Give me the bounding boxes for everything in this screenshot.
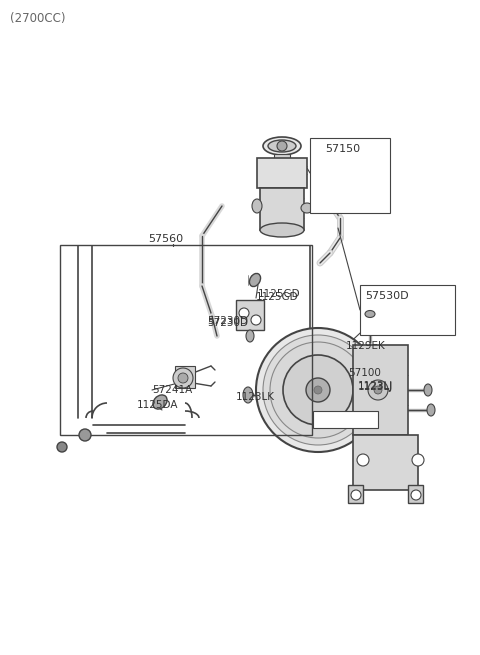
Text: 1129EK: 1129EK (346, 341, 386, 351)
Bar (408, 485, 423, 503)
Circle shape (251, 315, 261, 325)
Bar (348, 485, 363, 503)
Circle shape (357, 454, 369, 466)
Ellipse shape (365, 310, 375, 318)
Ellipse shape (260, 223, 304, 237)
Text: 1125GD: 1125GD (258, 289, 300, 299)
Text: 57100: 57100 (348, 368, 381, 378)
Ellipse shape (268, 140, 296, 152)
Circle shape (256, 328, 380, 452)
Text: 57230D: 57230D (207, 316, 248, 326)
Bar (353, 345, 408, 435)
Text: 1123LK: 1123LK (236, 392, 275, 402)
Bar (257, 158, 307, 188)
Ellipse shape (246, 330, 254, 342)
Bar (260, 188, 304, 230)
Text: 57241A: 57241A (152, 385, 192, 395)
Ellipse shape (243, 387, 253, 403)
Bar (274, 154, 290, 162)
Circle shape (374, 386, 382, 394)
Circle shape (263, 335, 373, 445)
Ellipse shape (153, 395, 167, 409)
Ellipse shape (301, 203, 313, 213)
Circle shape (178, 373, 188, 383)
Text: 1125GD: 1125GD (256, 292, 299, 302)
Ellipse shape (252, 199, 262, 213)
Circle shape (314, 386, 322, 394)
Ellipse shape (263, 137, 301, 155)
Circle shape (277, 141, 287, 151)
Circle shape (57, 442, 67, 452)
Text: 57530D: 57530D (365, 291, 408, 301)
Circle shape (368, 380, 388, 400)
Bar (313, 411, 378, 428)
Circle shape (239, 308, 249, 318)
Circle shape (283, 355, 353, 425)
Text: 57230D: 57230D (207, 318, 248, 328)
Bar (60, 245, 312, 435)
Circle shape (351, 490, 361, 500)
Ellipse shape (424, 384, 432, 396)
Text: (2700CC): (2700CC) (10, 12, 65, 25)
Circle shape (306, 378, 330, 402)
Text: 57560: 57560 (148, 234, 183, 244)
Bar (310, 138, 390, 213)
Circle shape (173, 368, 193, 388)
Text: 57225C: 57225C (318, 416, 359, 426)
Text: 57150: 57150 (325, 144, 360, 154)
Text: 1123LJ: 1123LJ (358, 382, 393, 392)
Bar (353, 435, 418, 490)
Bar (236, 300, 264, 330)
Text: 1123LJ: 1123LJ (358, 381, 393, 391)
Bar (175, 366, 195, 388)
Circle shape (411, 490, 421, 500)
Circle shape (412, 454, 424, 466)
Ellipse shape (250, 273, 261, 286)
Bar (360, 285, 455, 335)
Circle shape (79, 429, 91, 441)
Text: 1125DA: 1125DA (137, 400, 179, 410)
Ellipse shape (427, 404, 435, 416)
Circle shape (270, 342, 366, 438)
